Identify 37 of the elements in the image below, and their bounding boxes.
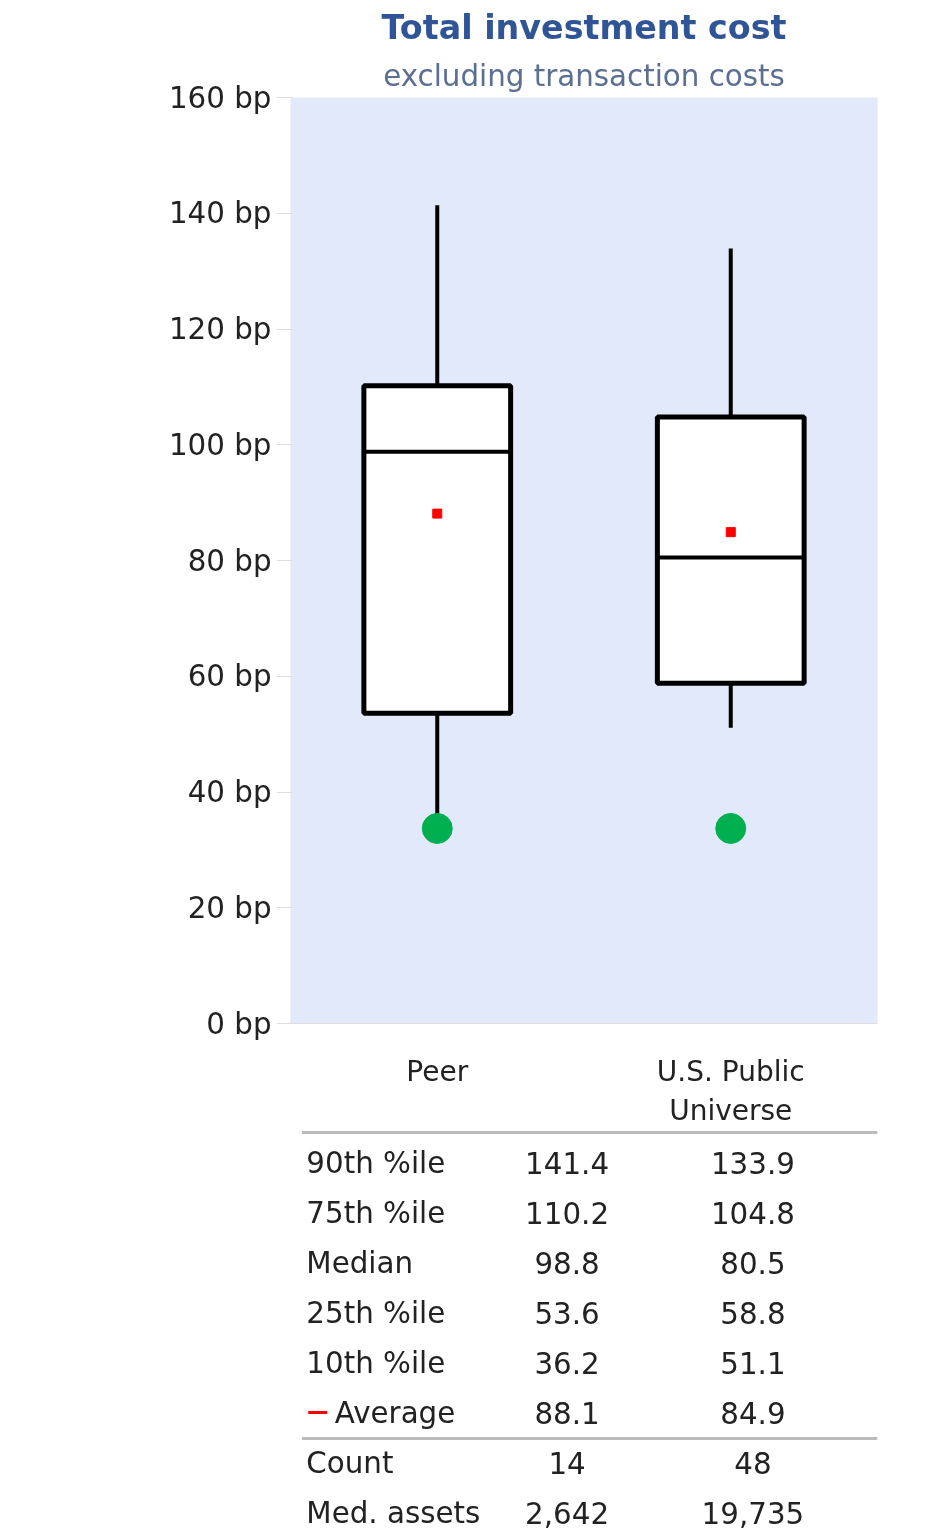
- text: 14: [548, 1446, 586, 1481]
- text: 25th %ile: [306, 1295, 446, 1330]
- text: Count: [306, 1445, 394, 1480]
- x-tick-label: U.S. Public Universe: [656, 1054, 805, 1128]
- text: 19,735: [701, 1496, 805, 1530]
- y-tick-label: 120 bp: [168, 312, 272, 346]
- text: 48: [734, 1446, 772, 1481]
- text: Median: [306, 1245, 414, 1280]
- text: 141.4: [525, 1146, 610, 1181]
- text: 90th %ile: [306, 1145, 446, 1180]
- text: 84.9: [720, 1396, 786, 1431]
- x-tick-label: Peer: [406, 1054, 469, 1088]
- text: 75th %ile: [306, 1195, 446, 1230]
- text: Med. assets: [306, 1495, 481, 1530]
- y-tick-label: 140 bp: [168, 196, 272, 231]
- text: 10th %ile: [306, 1345, 446, 1380]
- y-tick-label: 80 bp: [187, 543, 272, 578]
- text: 2,642: [525, 1496, 610, 1530]
- text: 110.2: [525, 1196, 610, 1231]
- text: 133.9: [710, 1146, 795, 1181]
- y-tick-label: 60 bp: [187, 659, 272, 694]
- text: 88.1: [534, 1396, 600, 1431]
- y-tick-label: 40 bp: [187, 775, 272, 809]
- y-tick-label: 160 bp: [168, 80, 272, 115]
- text: 58.8: [720, 1296, 786, 1331]
- text: 36.2: [534, 1346, 600, 1381]
- text: 51.1: [720, 1346, 786, 1381]
- chart-title: Total investment cost: [381, 7, 787, 47]
- text: 53.6: [534, 1296, 600, 1331]
- chart-subtitle: excluding transaction costs: [383, 58, 785, 93]
- text: 104.8: [710, 1196, 795, 1231]
- y-tick-label: 0 bp: [206, 1006, 272, 1041]
- y-tick-label: 20 bp: [187, 890, 272, 925]
- text: 80.5: [720, 1246, 786, 1281]
- text: Average: [334, 1395, 456, 1430]
- text: 98.8: [534, 1246, 600, 1281]
- y-tick-label: 100 bp: [168, 427, 272, 462]
